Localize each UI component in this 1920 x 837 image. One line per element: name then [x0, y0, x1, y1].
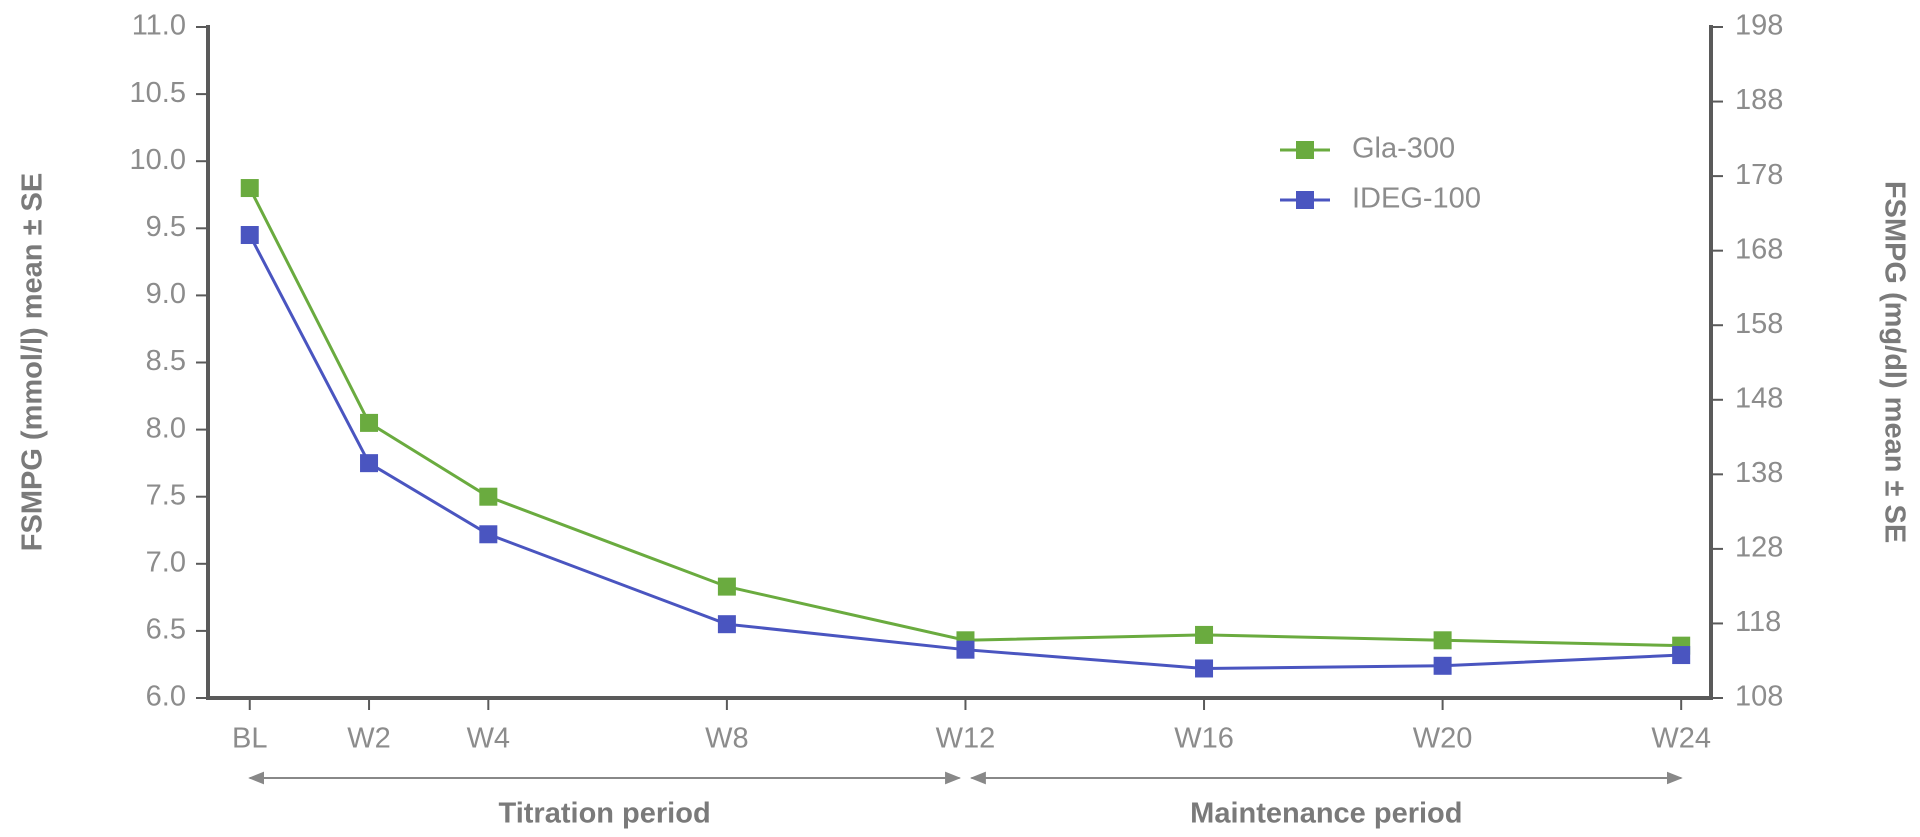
y-tick-label: 6.0 [146, 681, 186, 713]
point [1195, 625, 1214, 644]
point [240, 179, 259, 198]
x-tick-label: W24 [1651, 723, 1711, 755]
point [717, 577, 736, 596]
x-tick-label: W4 [467, 723, 511, 755]
point [717, 615, 736, 634]
x-tick-label: W12 [936, 723, 996, 755]
y-tick-label: 8.5 [146, 345, 186, 377]
point [360, 454, 379, 473]
y-axis-title: FSMPG (mmol/l) mean ± SE [17, 173, 49, 551]
legend-marker [1296, 141, 1314, 159]
point [360, 413, 379, 432]
y-tick-label: 7.5 [146, 479, 186, 511]
y-tick-label: 9.5 [146, 211, 186, 243]
y2-tick-label: 138 [1735, 457, 1783, 489]
period-label: Maintenance period [1190, 798, 1462, 830]
point [1433, 631, 1452, 650]
y2-tick-label: 188 [1735, 84, 1783, 116]
y2-tick-label: 148 [1735, 382, 1783, 414]
series-line [248, 187, 1682, 648]
y2-tick-label: 118 [1735, 606, 1781, 638]
y2-axis-title: FSMPG (mg/dl) mean ± SE [1878, 181, 1910, 543]
y-tick-label: 9.0 [146, 278, 186, 310]
y2-tick-label: 178 [1735, 159, 1783, 191]
point [479, 487, 498, 506]
y-tick-label: 8.0 [146, 412, 186, 444]
x-tick-label: W8 [705, 723, 749, 755]
legend-label: Gla-300 [1352, 133, 1455, 165]
point [240, 226, 259, 245]
point [956, 640, 975, 659]
point [1433, 656, 1452, 675]
legend-marker [1296, 191, 1314, 209]
y-tick-label: 10.0 [130, 144, 186, 176]
y-tick-label: 6.5 [146, 614, 186, 646]
y2-tick-label: 128 [1735, 532, 1783, 564]
y-tick-label: 10.5 [130, 77, 186, 109]
period-label: Titration period [499, 798, 711, 830]
y2-tick-label: 108 [1735, 681, 1783, 713]
y2-tick-label: 158 [1735, 308, 1783, 340]
x-tick-label: BL [232, 723, 267, 755]
legend-label: IDEG-100 [1352, 183, 1481, 215]
y2-tick-label: 168 [1735, 233, 1783, 265]
x-tick-label: W20 [1413, 723, 1473, 755]
y-tick-label: 7.0 [146, 546, 186, 578]
point [1195, 659, 1214, 678]
series-line [248, 234, 1682, 670]
x-tick-label: W16 [1174, 723, 1234, 755]
x-tick-label: W2 [347, 723, 391, 755]
y-tick-label: 11.0 [132, 10, 186, 42]
point [479, 525, 498, 544]
point [1672, 646, 1691, 665]
y2-tick-label: 198 [1735, 10, 1783, 42]
